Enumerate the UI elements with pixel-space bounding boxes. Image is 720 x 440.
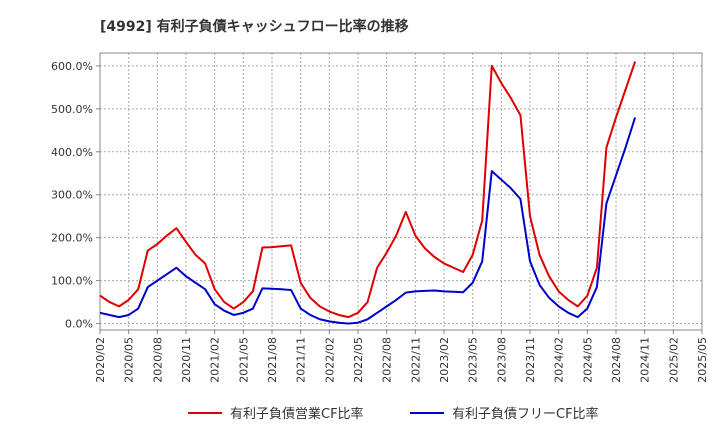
x-tick-label: 2022/05: [352, 337, 365, 383]
x-tick-label: 2021/02: [209, 337, 222, 383]
x-tick-label: 2021/11: [295, 337, 308, 383]
y-tick-label: 200.0%: [51, 232, 93, 245]
series-line-free-cf-ratio: [99, 117, 637, 325]
x-tick-label: 2023/08: [495, 337, 508, 383]
series-line-operating-cf-ratio: [99, 61, 637, 319]
x-tick-label: 2022/02: [323, 337, 336, 383]
x-tick-label: 2022/08: [381, 337, 394, 383]
x-tick-label: 2023/02: [438, 337, 451, 383]
legend-label-blue: 有利子負債フリーCF比率: [452, 406, 599, 422]
x-tick-label: 2022/11: [409, 337, 422, 383]
x-tick-label: 2023/05: [467, 337, 480, 383]
y-axis: 0.0% 100.0% 200.0% 300.0% 400.0% 500.0% 600.0%: [51, 60, 100, 331]
x-tick-label: 2024/02: [553, 337, 566, 383]
grid-layer: [99, 53, 703, 330]
y-tick-label: 100.0%: [51, 275, 93, 288]
x-tick-label: 2020/02: [94, 337, 107, 383]
x-axis: 2020/02 2020/05 2020/08 2020/11 2021/02 2021/…: [94, 330, 709, 383]
y-tick-label: 0.0%: [65, 318, 93, 331]
y-tick-label: 500.0%: [51, 103, 93, 116]
x-tick-label: 2024/05: [581, 337, 594, 383]
y-tick-label: 600.0%: [51, 60, 93, 73]
x-tick-label: 2025/05: [696, 337, 709, 383]
plot-area-border: [99, 52, 703, 331]
x-tick-label: 2020/11: [180, 337, 193, 383]
x-tick-label: 2021/05: [237, 337, 250, 383]
x-tick-label: 2023/11: [524, 337, 537, 383]
x-tick-label: 2025/02: [667, 337, 680, 383]
legend: 有利子負債営業CF比率 有利子負債フリーCF比率: [188, 406, 599, 422]
x-tick-label: 2020/05: [123, 337, 136, 383]
y-tick-label: 300.0%: [51, 189, 93, 202]
x-tick-label: 2024/11: [639, 337, 652, 383]
y-tick-label: 400.0%: [51, 146, 93, 159]
x-tick-label: 2024/08: [610, 337, 623, 383]
x-tick-label: 2020/08: [151, 337, 164, 383]
x-tick-label: 2021/08: [266, 337, 279, 383]
chart-title: [4992] 有利子負債キャッシュフロー比率の推移: [100, 18, 409, 35]
legend-label-red: 有利子負債営業CF比率: [230, 406, 364, 422]
series-layer: [99, 61, 637, 325]
